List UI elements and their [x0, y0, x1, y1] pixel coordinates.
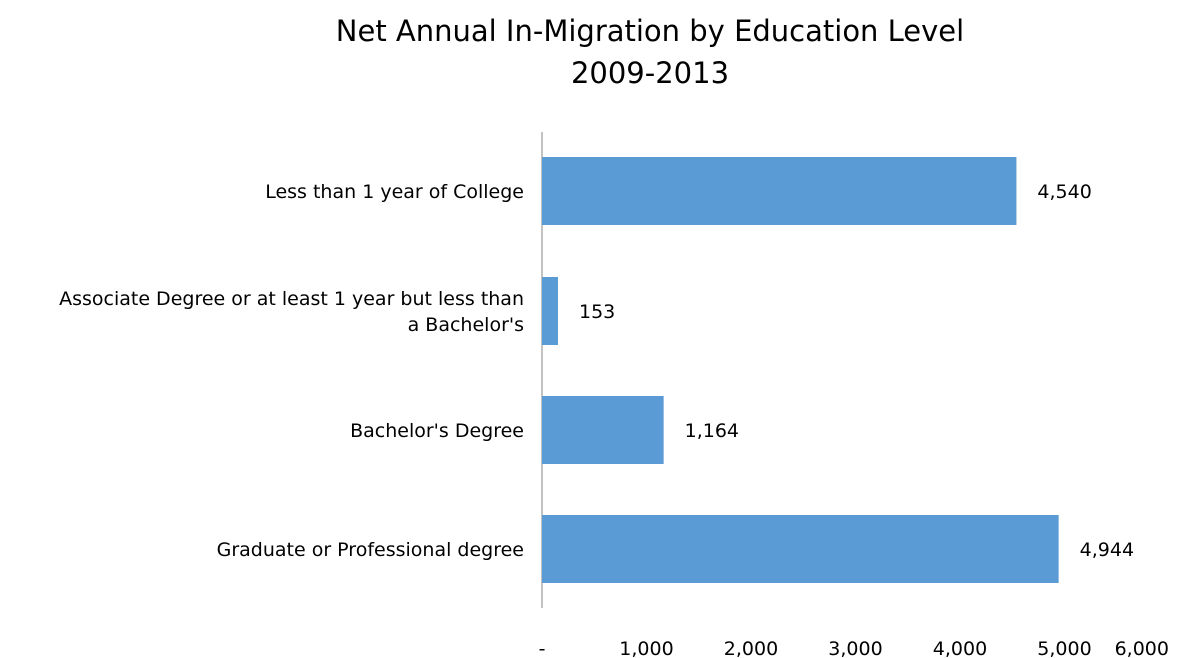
chart-subtitle: 2009-2013: [570, 56, 730, 90]
bar-3: [542, 515, 1059, 583]
value-label-2: 1,164: [685, 420, 739, 442]
x-tick-label-4: 4,000: [933, 638, 987, 658]
value-label-1: 153: [579, 301, 615, 323]
x-tick-label-5: 5,000: [1037, 638, 1091, 658]
bar-1: [542, 277, 558, 345]
x-tick-label-3: 3,000: [828, 638, 882, 658]
bar-0: [542, 157, 1017, 225]
chart-title: Net Annual In-Migration by Education Lev…: [335, 14, 965, 48]
x-tick-label-1: 1,000: [619, 638, 673, 658]
category-label-1-line-1: a Bachelor's: [408, 314, 524, 336]
category-label-1-line-0: Associate Degree or at least 1 year but …: [59, 288, 524, 310]
category-label-0: Less than 1 year of College: [265, 181, 524, 203]
category-label-3: Graduate or Professional degree: [217, 539, 524, 561]
x-tick-label-0: -: [539, 638, 546, 658]
x-tick-label-6: 6,000: [1115, 638, 1169, 658]
x-tick-label-2: 2,000: [724, 638, 778, 658]
value-label-0: 4,540: [1037, 181, 1091, 203]
bar-2: [542, 396, 664, 464]
category-label-2: Bachelor's Degree: [350, 420, 524, 442]
value-label-3: 4,944: [1080, 539, 1134, 561]
